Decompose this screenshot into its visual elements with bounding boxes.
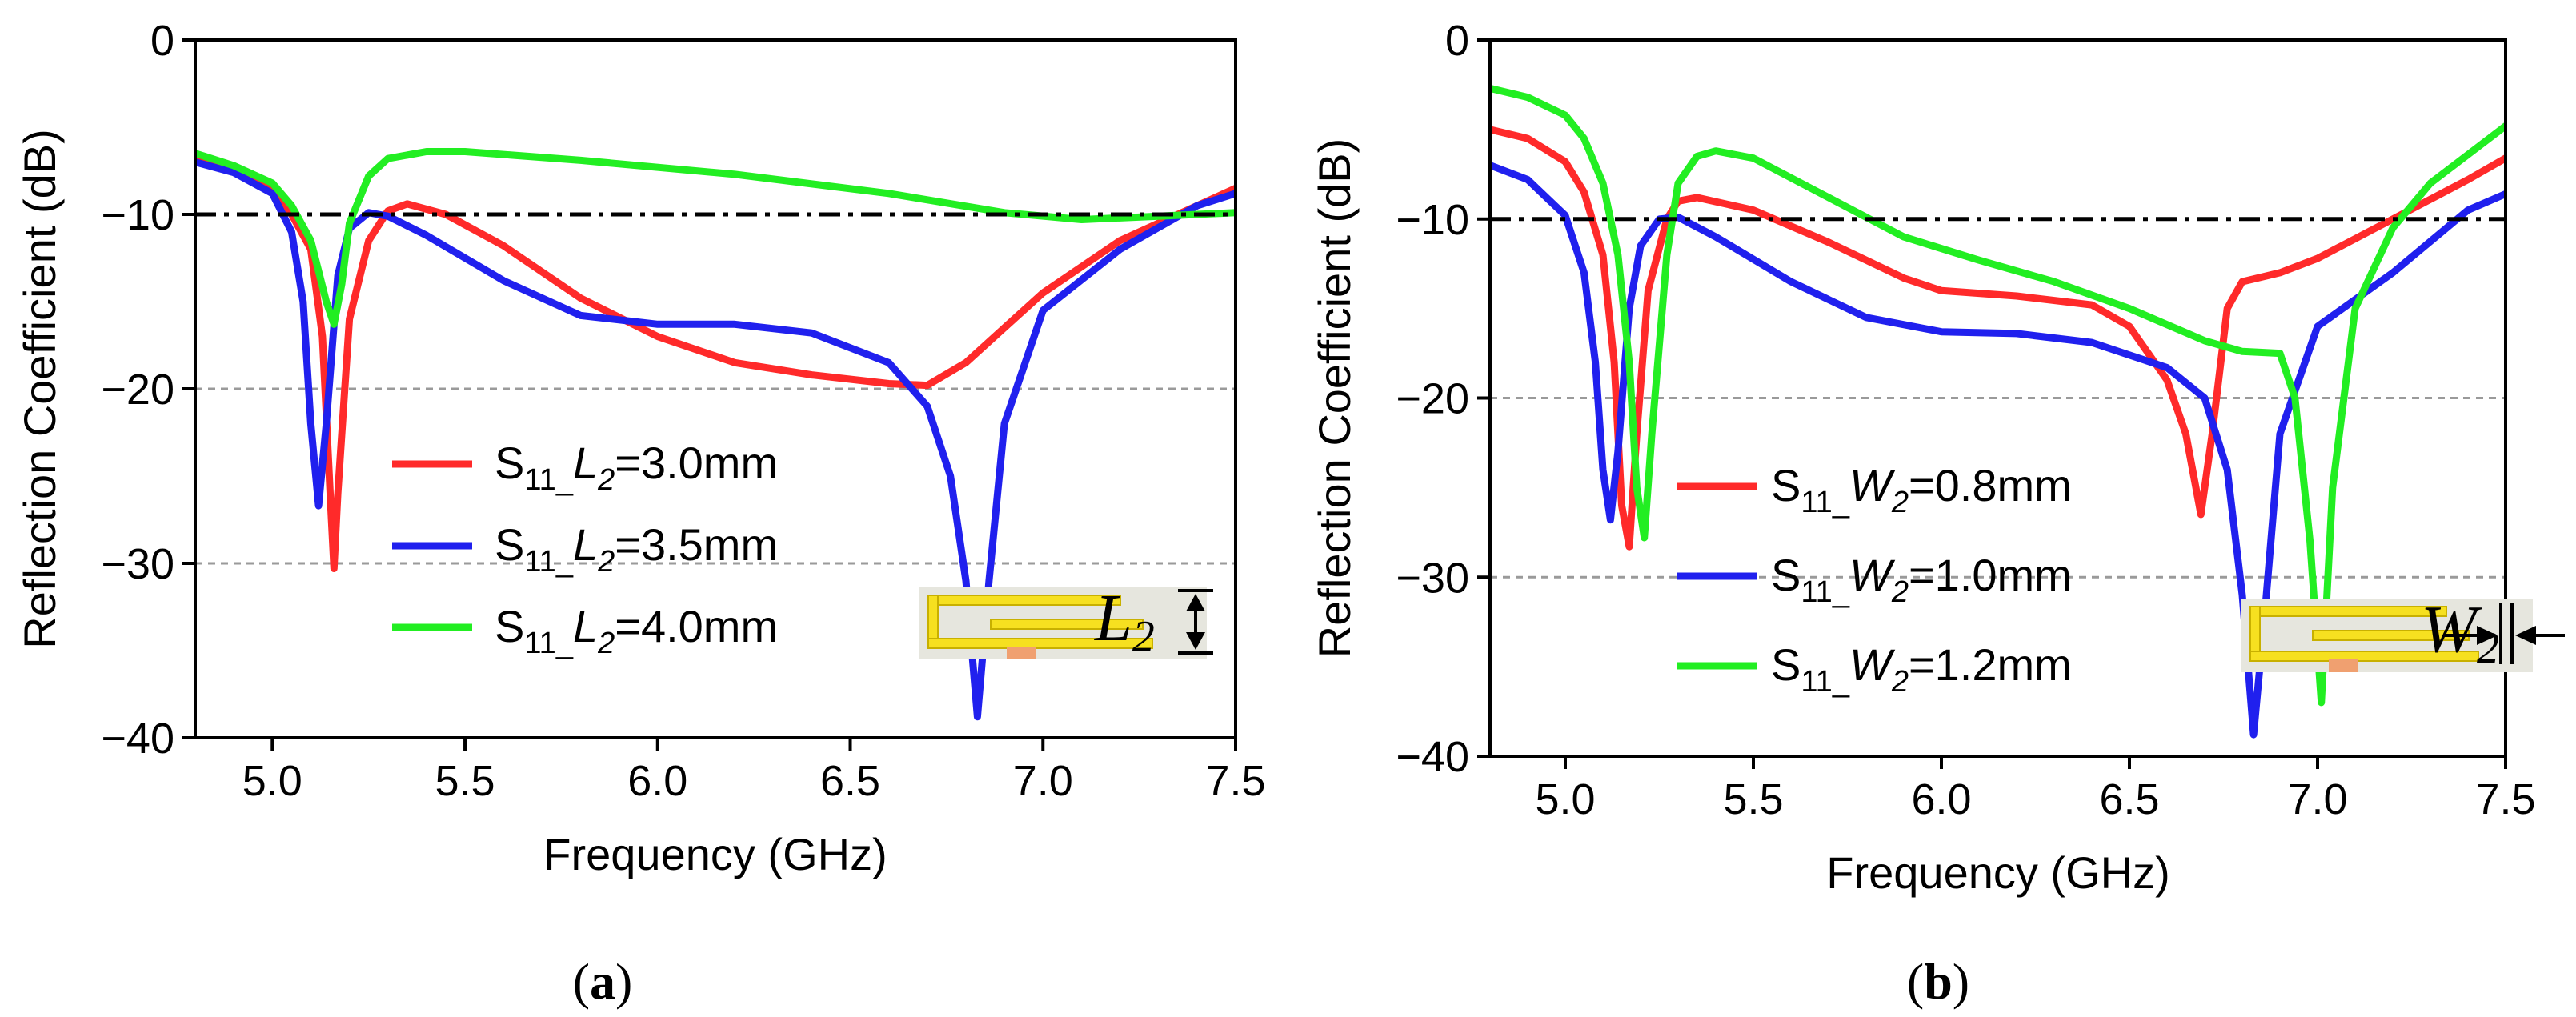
y-tick-label: −10 bbox=[101, 191, 174, 239]
chart-panel-b: 5.0 5.5 6.0 6.5 7.0 7.5 0 −10 −20 −30 −40 Frequency… bbox=[1309, 17, 2565, 1010]
dimension-arrow-icon bbox=[1186, 594, 1205, 650]
series-line-12mm bbox=[1490, 84, 2506, 707]
legend-entry: S11_L2=4.0mm bbox=[495, 601, 778, 660]
series-line-10mm bbox=[1490, 162, 2506, 739]
inset-strip bbox=[990, 619, 1144, 630]
panel-caption: (a) bbox=[573, 953, 633, 1010]
chart-panel-a: 5.0 5.5 6.0 6.5 7.0 7.5 0 −10 −20 −30 −40 Frequency… bbox=[14, 17, 1266, 1010]
dimension-arrow-icon bbox=[2515, 626, 2536, 645]
x-tick-label: 7.0 bbox=[2287, 775, 2347, 823]
inset-strip bbox=[927, 638, 1153, 649]
legend: S11_L2=3.0mm S11_L2=3.5mm S11_L2=4.0mm bbox=[392, 438, 778, 660]
legend-entry: S11_W2=1.2mm bbox=[1771, 639, 2072, 699]
x-tick-label: 6.5 bbox=[2099, 775, 2159, 823]
antenna-inset-image: W2 bbox=[2241, 592, 2565, 673]
x-tick-label: 6.0 bbox=[1911, 775, 1971, 823]
antenna-inset-image: L2 bbox=[919, 581, 1213, 662]
inset-strip bbox=[2249, 651, 2479, 662]
x-tick-label: 7.5 bbox=[2475, 775, 2535, 823]
inset-dimension-label: L2 bbox=[1094, 581, 1155, 662]
x-tick-label: 6.0 bbox=[627, 757, 687, 805]
dimension-arrow-icon bbox=[2477, 626, 2498, 645]
x-tick-label: 5.5 bbox=[1723, 775, 1783, 823]
y-tick-label: −10 bbox=[1396, 196, 1469, 244]
y-tick-label: 0 bbox=[1445, 17, 1469, 65]
series-line-08mm bbox=[1490, 126, 2506, 551]
x-axis-title: Frequency (GHz) bbox=[543, 829, 887, 879]
x-axis-title: Frequency (GHz) bbox=[1826, 847, 2169, 898]
y-tick-label: −40 bbox=[1396, 733, 1469, 781]
y-axis-title: Reflection Coefficient (dB) bbox=[1309, 138, 1360, 659]
y-tick-label: −30 bbox=[101, 540, 174, 588]
x-tick-label: 5.5 bbox=[435, 757, 495, 805]
y-tick-label: −30 bbox=[1396, 554, 1469, 602]
x-tick-label: 5.0 bbox=[1535, 775, 1595, 823]
inset-strip bbox=[2249, 606, 2447, 617]
x-tick-label: 6.5 bbox=[820, 757, 880, 805]
y-tick-label: 0 bbox=[150, 17, 174, 65]
x-tick-label: 7.5 bbox=[1205, 757, 1265, 805]
inset-strip bbox=[927, 595, 1121, 606]
x-tick-label: 7.0 bbox=[1013, 757, 1073, 805]
x-tick-label: 5.0 bbox=[242, 757, 302, 805]
panel-caption: (b) bbox=[1907, 953, 1969, 1010]
inset-feed bbox=[2329, 659, 2358, 672]
legend-entry: S11_L2=3.0mm bbox=[495, 438, 778, 497]
y-tick-label: −20 bbox=[101, 366, 174, 414]
legend: S11_W2=0.8mm S11_W2=1.0mm S11_W2=1.2mm bbox=[1677, 460, 2072, 699]
inset-feed bbox=[1007, 647, 1036, 659]
legend-entry: S11_L2=3.5mm bbox=[495, 519, 778, 579]
legend-entry: S11_W2=1.0mm bbox=[1771, 550, 2072, 609]
y-tick-label: −40 bbox=[101, 715, 174, 763]
y-axis-title: Reflection Coefficient (dB) bbox=[14, 129, 65, 649]
legend-entry: S11_W2=0.8mm bbox=[1771, 460, 2072, 519]
series-line-35mm bbox=[195, 158, 1236, 721]
y-tick-label: −20 bbox=[1396, 375, 1469, 423]
series-line-40mm bbox=[195, 148, 1236, 328]
